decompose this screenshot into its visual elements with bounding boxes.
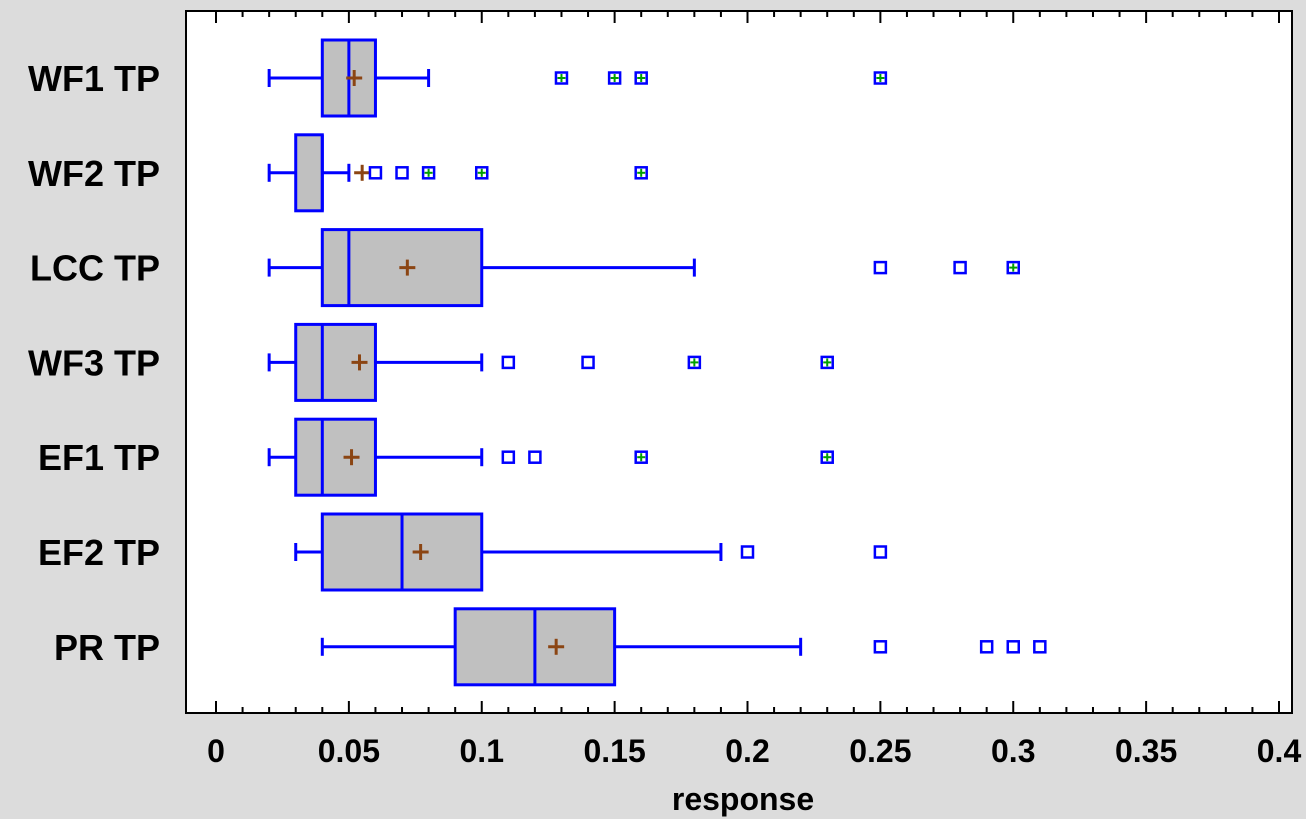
category-label: PR TP [54,627,160,668]
x-tick-label: 0.15 [583,733,645,769]
x-tick-label: 0.35 [1115,733,1177,769]
outlier-point [1006,640,1020,654]
outlier-point [368,166,383,180]
x-axis: 0 0.05 0.1 0.15 0.2 0.25 0.3 0.35 0.4 [207,701,1301,769]
x-tick-label: 0 [207,733,225,769]
box-series-3 [267,322,834,402]
box-series-4 [267,417,834,497]
box-series-2 [267,228,1020,308]
outlier-point [395,166,409,180]
iqr-box [294,417,377,497]
outlier-point [501,355,516,370]
x-tick-label: 0.25 [849,733,911,769]
category-label: WF1 TP [28,58,160,99]
box-group [267,38,1047,687]
box-series-1 [267,133,648,213]
outlier-point [873,260,888,275]
x-tick-label: 0.1 [460,733,504,769]
box-series-5 [294,512,888,592]
category-label: WF3 TP [28,342,160,383]
box-series-0 [267,38,888,118]
box-series-6 [320,607,1047,687]
outlier-point [740,545,755,559]
x-tick-label: 0.05 [318,733,380,769]
x-tick-label: 0.4 [1257,733,1302,769]
category-labels: WF1 TP WF2 TP LCC TP WF3 TP EF1 TP EF2 TP PR T… [28,58,160,668]
category-label: EF1 TP [38,437,160,478]
outlier-point [581,355,595,370]
outlier-point [953,260,967,275]
outlier-point [873,545,888,559]
outlier-point [501,450,516,464]
category-label: WF2 TP [28,153,160,194]
category-label: EF2 TP [38,532,160,573]
iqr-box [294,133,324,213]
category-label: LCC TP [30,248,160,289]
outlier-point [873,640,888,654]
outlier-point [528,450,542,464]
x-axis-title: response [672,781,814,817]
top-ticks [215,11,1280,23]
outlier-point [979,640,994,654]
x-tick-label: 0.3 [991,733,1035,769]
x-tick-label: 0.2 [725,733,769,769]
outlier-point [1033,640,1047,654]
